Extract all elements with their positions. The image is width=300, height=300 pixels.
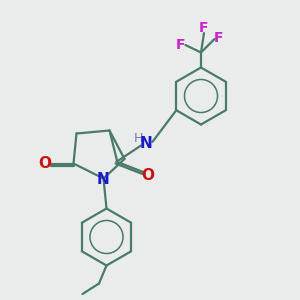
- Text: F: F: [213, 32, 223, 45]
- Text: O: O: [38, 156, 52, 171]
- Text: F: F: [176, 38, 186, 52]
- Text: O: O: [141, 168, 154, 183]
- Text: N: N: [140, 136, 153, 151]
- Text: H: H: [133, 131, 143, 145]
- Text: N: N: [97, 172, 110, 187]
- Text: F: F: [199, 21, 209, 34]
